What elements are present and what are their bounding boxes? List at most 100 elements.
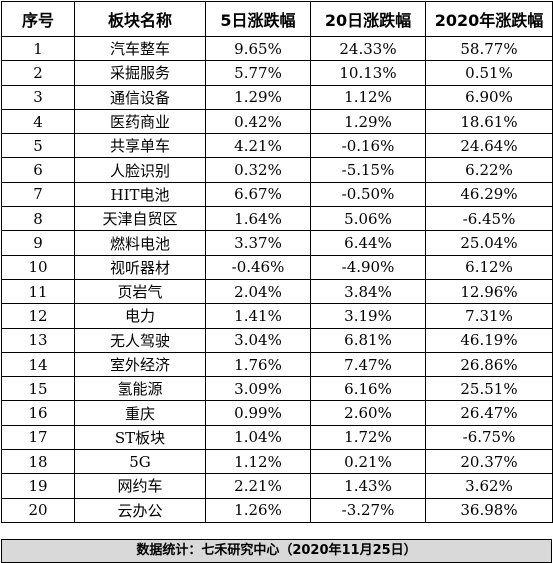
change-20day-cell: 6.16% xyxy=(310,376,426,402)
change-20day-cell: -4.90% xyxy=(310,254,426,280)
index-cell: 15 xyxy=(1,376,75,402)
sector-name-cell: 汽车整车 xyxy=(74,35,206,62)
sector-name-cell: 室外经济 xyxy=(74,351,206,378)
change-5day-cell: 4.21% xyxy=(205,133,311,159)
sector-name-cell: 5G xyxy=(74,449,206,475)
table-row: 2 采掘服务 5.77% 10.13% 0.51% xyxy=(1,60,553,86)
change-5day-cell: 0.99% xyxy=(205,400,311,426)
sector-name-cell: 视听器材 xyxy=(74,254,206,280)
source-footer: 数据统计：七禾研究中心（2020年11月25日） xyxy=(1,539,552,563)
table-row: 14 室外经济 1.76% 7.47% 26.86% xyxy=(1,351,553,378)
change-20day-cell: -3.27% xyxy=(310,497,426,523)
change-2020-cell: 46.19% xyxy=(425,327,553,353)
header-row: 序号 板块名称 5日涨跌幅 20日涨跌幅 2020年涨跌幅 xyxy=(1,1,553,37)
index-cell: 12 xyxy=(1,303,75,329)
table-row: 12 电力 1.41% 3.19% 7.31% xyxy=(1,303,553,329)
change-5day-cell: -0.46% xyxy=(205,254,311,280)
table-row: 19 网约车 2.21% 1.43% 3.62% xyxy=(1,473,553,499)
sector-name-cell: 无人驾驶 xyxy=(74,327,206,353)
index-cell: 4 xyxy=(1,108,75,135)
change-20day-cell: -5.15% xyxy=(310,157,426,183)
header-sector-name: 板块名称 xyxy=(74,1,206,37)
table-row: 18 5G 1.12% 0.21% 20.37% xyxy=(1,449,553,475)
sector-name-cell: HIT电池 xyxy=(74,181,206,208)
change-5day-cell: 1.04% xyxy=(205,424,311,451)
sector-name-cell: 燃料电池 xyxy=(74,230,206,256)
change-2020-cell: 26.86% xyxy=(425,351,553,378)
change-20day-cell: 3.19% xyxy=(310,303,426,329)
sector-name-cell: 重庆 xyxy=(74,400,206,426)
sector-name-cell: 人脸识别 xyxy=(74,157,206,183)
change-20day-cell: 1.43% xyxy=(310,473,426,499)
change-5day-cell: 1.29% xyxy=(205,84,311,110)
index-cell: 18 xyxy=(1,449,75,475)
sector-name-cell: 通信设备 xyxy=(74,84,206,110)
change-2020-cell: 58.77% xyxy=(425,35,553,62)
change-20day-cell: 6.81% xyxy=(310,327,426,353)
index-cell: 11 xyxy=(1,278,75,305)
change-20day-cell: 3.84% xyxy=(310,278,426,305)
change-2020-cell: 18.61% xyxy=(425,108,553,135)
table-row: 17 ST板块 1.04% 1.72% -6.75% xyxy=(1,424,553,451)
sector-name-cell: 页岩气 xyxy=(74,278,206,305)
change-20day-cell: 10.13% xyxy=(310,60,426,86)
change-5day-cell: 1.64% xyxy=(205,206,311,232)
change-5day-cell: 0.42% xyxy=(205,108,311,135)
change-20day-cell: 2.60% xyxy=(310,400,426,426)
change-20day-cell: 0.21% xyxy=(310,449,426,475)
index-cell: 7 xyxy=(1,181,75,208)
change-2020-cell: 20.37% xyxy=(425,449,553,475)
table-row: 15 氢能源 3.09% 6.16% 25.51% xyxy=(1,376,553,402)
change-2020-cell: 7.31% xyxy=(425,303,553,329)
table-body: 1 汽车整车 9.65% 24.33% 58.77% 2 采掘服务 5.77% 10.13% 0.… xyxy=(1,35,553,523)
header-20day-change: 20日涨跌幅 xyxy=(310,1,426,37)
change-2020-cell: 6.12% xyxy=(425,254,553,280)
index-cell: 13 xyxy=(1,327,75,353)
index-cell: 6 xyxy=(1,157,75,183)
change-20day-cell: -0.16% xyxy=(310,133,426,159)
change-20day-cell: 1.12% xyxy=(310,84,426,110)
index-cell: 14 xyxy=(1,351,75,378)
index-cell: 1 xyxy=(1,35,75,62)
table-row: 5 共享单车 4.21% -0.16% 24.64% xyxy=(1,133,553,159)
change-20day-cell: 5.06% xyxy=(310,206,426,232)
table-row: 8 天津自贸区 1.64% 5.06% -6.45% xyxy=(1,206,553,232)
change-5day-cell: 1.41% xyxy=(205,303,311,329)
sector-table: 序号 板块名称 5日涨跌幅 20日涨跌幅 2020年涨跌幅 1 汽车整车 9.65%… xyxy=(1,1,553,523)
change-20day-cell: 6.44% xyxy=(310,230,426,256)
change-5day-cell: 1.26% xyxy=(205,497,311,523)
change-2020-cell: 25.04% xyxy=(425,230,553,256)
index-cell: 9 xyxy=(1,230,75,256)
change-2020-cell: 0.51% xyxy=(425,60,553,86)
change-20day-cell: 24.33% xyxy=(310,35,426,62)
sector-name-cell: ST板块 xyxy=(74,424,206,451)
table-row: 11 页岩气 2.04% 3.84% 12.96% xyxy=(1,278,553,305)
change-5day-cell: 5.77% xyxy=(205,60,311,86)
sector-name-cell: 采掘服务 xyxy=(74,60,206,86)
change-5day-cell: 6.67% xyxy=(205,181,311,208)
change-5day-cell: 1.12% xyxy=(205,449,311,475)
change-2020-cell: 36.98% xyxy=(425,497,553,523)
sector-name-cell: 电力 xyxy=(74,303,206,329)
sector-name-cell: 医药商业 xyxy=(74,108,206,135)
change-2020-cell: 3.62% xyxy=(425,473,553,499)
index-cell: 17 xyxy=(1,424,75,451)
table-row: 7 HIT电池 6.67% -0.50% 46.29% xyxy=(1,181,553,208)
table-row: 13 无人驾驶 3.04% 6.81% 46.19% xyxy=(1,327,553,353)
index-cell: 16 xyxy=(1,400,75,426)
change-5day-cell: 0.32% xyxy=(205,157,311,183)
table-row: 20 云办公 1.26% -3.27% 36.98% xyxy=(1,497,553,523)
change-2020-cell: 46.29% xyxy=(425,181,553,208)
change-2020-cell: 6.22% xyxy=(425,157,553,183)
index-cell: 20 xyxy=(1,497,75,523)
change-5day-cell: 2.21% xyxy=(205,473,311,499)
table-row: 10 视听器材 -0.46% -4.90% 6.12% xyxy=(1,254,553,280)
table-row: 6 人脸识别 0.32% -5.15% 6.22% xyxy=(1,157,553,183)
change-20day-cell: 1.72% xyxy=(310,424,426,451)
change-5day-cell: 3.37% xyxy=(205,230,311,256)
change-5day-cell: 1.76% xyxy=(205,351,311,378)
index-cell: 19 xyxy=(1,473,75,499)
change-2020-cell: 6.90% xyxy=(425,84,553,110)
change-2020-cell: -6.75% xyxy=(425,424,553,451)
